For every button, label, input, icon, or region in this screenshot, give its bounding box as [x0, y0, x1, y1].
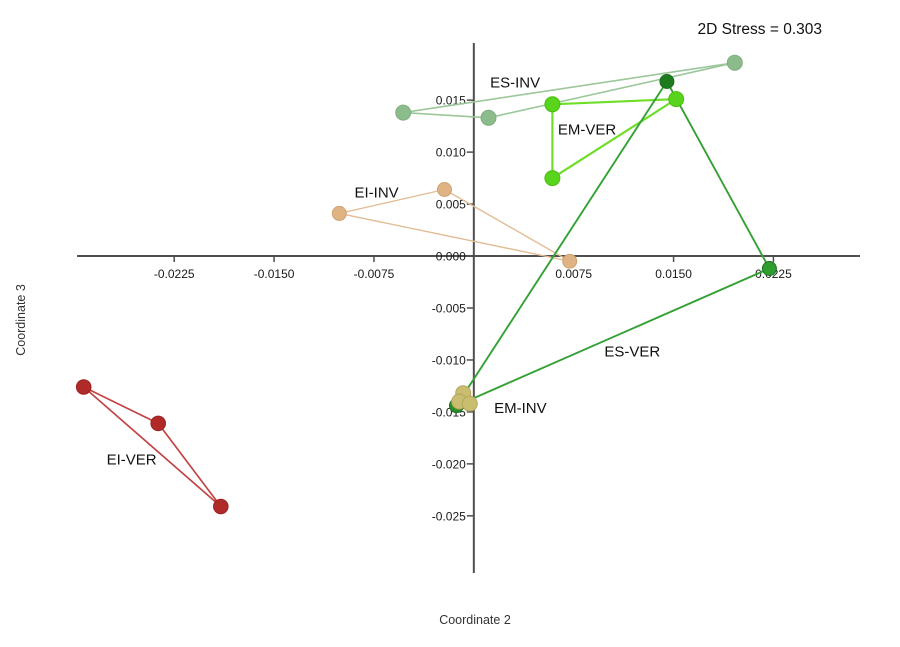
y-tick-label: -0.020 — [432, 457, 466, 471]
y-tick-label: -0.010 — [432, 353, 466, 367]
tick-layer: -0.0225-0.0150-0.00750.00750.01500.02250… — [154, 94, 792, 524]
y-tick-label: -0.025 — [432, 509, 466, 523]
y-tick-label: 0.010 — [436, 146, 466, 160]
cluster-hull-ei-inv — [338, 188, 571, 262]
data-point-ei-inv — [437, 182, 452, 197]
y-tick-label: 0.005 — [436, 198, 466, 212]
cluster-label-em-ver: EM-VER — [558, 121, 617, 138]
data-point-es-inv — [480, 109, 497, 126]
cluster-label-es-ver: ES-VER — [604, 344, 660, 361]
hull-lines-layer — [82, 61, 771, 508]
x-tick-label: -0.0225 — [154, 267, 195, 281]
data-point-em-ver — [544, 170, 561, 187]
cluster-hull-em-ver — [551, 98, 678, 180]
y-tick-label: -0.005 — [432, 302, 466, 316]
data-points-layer — [75, 54, 777, 515]
x-axis-title: Coordinate 2 — [439, 613, 511, 627]
y-tick-label: 0.000 — [436, 250, 466, 264]
data-point-em-ver — [668, 91, 685, 108]
data-point-ei-inv — [562, 253, 578, 269]
cluster-label-em-inv: EM-INV — [494, 400, 547, 417]
data-point-es-inv — [395, 104, 412, 121]
data-point-es-ver — [761, 261, 777, 276]
data-point-em-ver — [544, 96, 561, 113]
data-point-ei-inv — [331, 205, 347, 221]
x-tick-label: -0.0150 — [254, 267, 295, 281]
cluster-label-ei-inv: EI-INV — [355, 185, 399, 202]
cluster-hull-es-inv — [402, 61, 736, 119]
x-tick-label: 0.0150 — [655, 267, 692, 281]
y-axis-title: Coordinate 3 — [14, 284, 28, 356]
x-tick-label: 0.0075 — [555, 267, 592, 281]
cluster-hull-ei-ver — [82, 386, 222, 508]
data-point-em-inv — [461, 395, 478, 412]
data-point-es-inv — [726, 54, 743, 71]
cluster-labels-layer: ES-INV EI-INV EM-VER ES-VER EM-INV EI-VER — [107, 75, 661, 469]
data-point-ei-ver — [213, 498, 229, 515]
cluster-label-es-inv: ES-INV — [490, 75, 540, 92]
cluster-label-ei-ver: EI-VER — [107, 452, 157, 469]
cluster-hull-es-ver — [455, 80, 771, 407]
x-tick-label: -0.0075 — [354, 267, 395, 281]
stress-annotation: 2D Stress = 0.303 — [698, 21, 823, 38]
data-point-ei-ver — [75, 379, 92, 395]
data-point-es-ver — [659, 74, 675, 89]
data-point-ei-ver — [150, 415, 166, 432]
